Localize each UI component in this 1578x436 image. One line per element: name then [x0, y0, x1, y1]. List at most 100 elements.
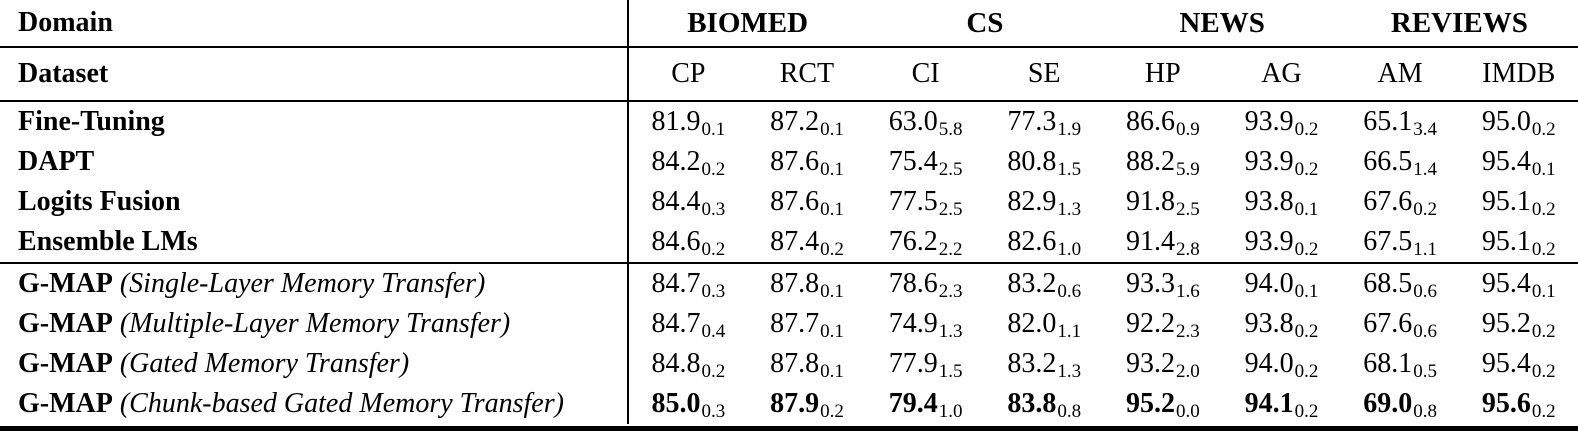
metric-value: 87.6 [770, 146, 820, 177]
table-row: G-MAP (Single-Layer Memory Transfer) 84.7 0… [0, 264, 1578, 304]
dataset-header-label: Dataset [0, 48, 629, 100]
metric-value: 81.9 [651, 106, 701, 137]
metric-value: 95.2 [1125, 388, 1175, 419]
metric-std: 0.1 [701, 118, 726, 140]
bottom-rule [0, 426, 1578, 431]
metric-std: 0.1 [820, 158, 844, 180]
domain-header-label: Domain [0, 0, 629, 46]
value-cell: 93.8 0.2 [1222, 304, 1341, 344]
metric-std: 5.8 [938, 118, 963, 140]
metric-value: 78.6 [888, 268, 938, 299]
value-cell: 75.4 2.5 [866, 142, 985, 182]
rule-below-dataset [0, 100, 1578, 102]
metric-value: 85.0 [651, 388, 701, 419]
value-cell: 95.4 0.1 [1459, 264, 1578, 304]
row-values: 84.4 0.3 87.6 0.1 77.5 2.5 82.9 1.3 91.8 2.5 93.8 0… [629, 182, 1578, 222]
metric-std: 1.5 [1057, 158, 1082, 180]
metric-std: 0.1 [820, 280, 844, 302]
method-label-cell: DAPT [0, 142, 629, 182]
value-cell: 95.1 0.2 [1459, 222, 1578, 262]
value-cell: 83.8 0.8 [985, 384, 1104, 424]
value-cell: 84.7 0.4 [629, 304, 748, 344]
method-label-cell: G-MAP (Single-Layer Memory Transfer) [0, 264, 629, 304]
value-cell: 87.4 0.2 [748, 222, 867, 262]
metric-std: 3.4 [1413, 118, 1437, 140]
metric-value: 93.3 [1125, 268, 1175, 299]
row-values: 81.9 0.1 87.2 0.1 63.0 5.8 77.3 1.9 86.6 0.9 93.9 0… [629, 102, 1578, 142]
value-cell: 82.9 1.3 [985, 182, 1104, 222]
dataset-column-header: SE [1027, 58, 1061, 89]
metric-std: 2.3 [1175, 320, 1200, 342]
method-variant: (Chunk-based Gated Memory Transfer) [119, 388, 564, 419]
metric-std: 0.2 [1531, 198, 1556, 220]
row-values: 84.7 0.4 87.7 0.1 74.9 1.3 82.0 1.1 92.2 2.3 93.8 0… [629, 304, 1578, 344]
value-cell: 91.8 2.5 [1104, 182, 1223, 222]
metric-std: 0.6 [1413, 320, 1437, 342]
value-cell: 67.6 0.6 [1341, 304, 1460, 344]
dataset-column-header: IMDB [1482, 58, 1556, 89]
metric-value: 93.8 [1244, 186, 1294, 217]
metric-std: 1.3 [1057, 360, 1082, 382]
method-name: G-MAP [18, 268, 113, 299]
metric-std: 1.0 [938, 400, 963, 422]
value-cell: 88.2 5.9 [1104, 142, 1223, 182]
domain-header-row: Domain BIOMED CS NEWS REVIEWS [0, 0, 1578, 46]
value-cell: 87.2 0.1 [748, 102, 867, 142]
value-cell: 84.6 0.2 [629, 222, 748, 262]
value-cell: 94.0 0.1 [1222, 264, 1341, 304]
table-row: G-MAP (Multiple-Layer Memory Transfer) 84.… [0, 304, 1578, 344]
metric-std: 0.2 [701, 238, 726, 260]
value-cell: 80.8 1.5 [985, 142, 1104, 182]
domain-group-header: NEWS [1179, 6, 1265, 39]
value-cell: 77.5 2.5 [866, 182, 985, 222]
value-cell: 92.2 2.3 [1104, 304, 1223, 344]
value-cell: 87.6 0.1 [748, 142, 867, 182]
value-cell: 77.9 1.5 [866, 344, 985, 384]
metric-std: 0.1 [1294, 198, 1319, 220]
value-cell: 95.4 0.2 [1459, 344, 1578, 384]
metric-std: 0.1 [1531, 158, 1556, 180]
metric-value: 94.1 [1244, 388, 1294, 419]
row-values: 85.0 0.3 87.9 0.2 79.4 1.0 83.8 0.8 95.2 0.0 94.1 0… [629, 384, 1578, 424]
value-cell: 68.1 0.5 [1341, 344, 1460, 384]
value-cell: 93.3 1.6 [1104, 264, 1223, 304]
metric-std: 0.2 [1531, 118, 1556, 140]
metric-std: 0.2 [1531, 320, 1556, 342]
value-cell: 94.1 0.2 [1222, 384, 1341, 424]
method-variant: (Gated Memory Transfer) [119, 348, 410, 379]
row-values: 84.7 0.3 87.8 0.1 78.6 2.3 83.2 0.6 93.3 1.6 94.0 0… [629, 264, 1578, 304]
metric-value: 76.2 [888, 226, 938, 257]
metric-std: 1.5 [938, 360, 963, 382]
metric-value: 94.0 [1244, 268, 1294, 299]
metric-value: 95.0 [1481, 106, 1531, 137]
dataset-column-header: RCT [779, 58, 835, 89]
value-cell: 84.7 0.3 [629, 264, 748, 304]
method-label-cell: Logits Fusion [0, 182, 629, 222]
domain-group-headers: BIOMED CS NEWS REVIEWS [629, 0, 1578, 46]
metric-value: 88.2 [1125, 146, 1175, 177]
method-label-cell: Fine-Tuning [0, 102, 629, 142]
metric-std: 0.2 [1294, 320, 1319, 342]
metric-std: 0.2 [1294, 360, 1319, 382]
metric-std: 0.2 [820, 400, 844, 422]
metric-value: 87.7 [770, 308, 820, 339]
metric-value: 74.9 [888, 308, 938, 339]
metric-value: 83.2 [1007, 348, 1057, 379]
table-row: Ensemble LMs 84.6 0.2 87.4 0.2 76.2 2.2 82.6 1.0… [0, 222, 1578, 262]
dataset-column-header: AM [1377, 58, 1423, 89]
metric-value: 93.2 [1125, 348, 1175, 379]
metric-std: 0.1 [820, 198, 844, 220]
value-cell: 93.9 0.2 [1222, 142, 1341, 182]
metric-value: 84.8 [651, 348, 701, 379]
value-cell: 81.9 0.1 [629, 102, 748, 142]
metric-std: 0.2 [1531, 238, 1556, 260]
value-cell: 78.6 2.3 [866, 264, 985, 304]
metric-value: 77.5 [888, 186, 938, 217]
metric-value: 91.8 [1125, 186, 1175, 217]
domain-group-header: REVIEWS [1390, 6, 1528, 39]
metric-value: 87.2 [770, 106, 820, 137]
metric-value: 83.2 [1007, 268, 1057, 299]
metric-std: 2.5 [938, 158, 963, 180]
metric-value: 67.5 [1363, 226, 1413, 257]
